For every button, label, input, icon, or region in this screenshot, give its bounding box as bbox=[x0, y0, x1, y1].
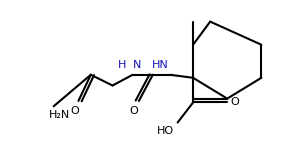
Text: O: O bbox=[130, 106, 138, 116]
Text: O: O bbox=[70, 106, 79, 116]
Text: O: O bbox=[230, 98, 239, 107]
Text: HN: HN bbox=[152, 60, 168, 70]
Text: H₂N: H₂N bbox=[49, 110, 70, 120]
Text: H: H bbox=[118, 60, 127, 70]
Text: HO: HO bbox=[157, 126, 174, 136]
Text: N: N bbox=[133, 60, 141, 70]
